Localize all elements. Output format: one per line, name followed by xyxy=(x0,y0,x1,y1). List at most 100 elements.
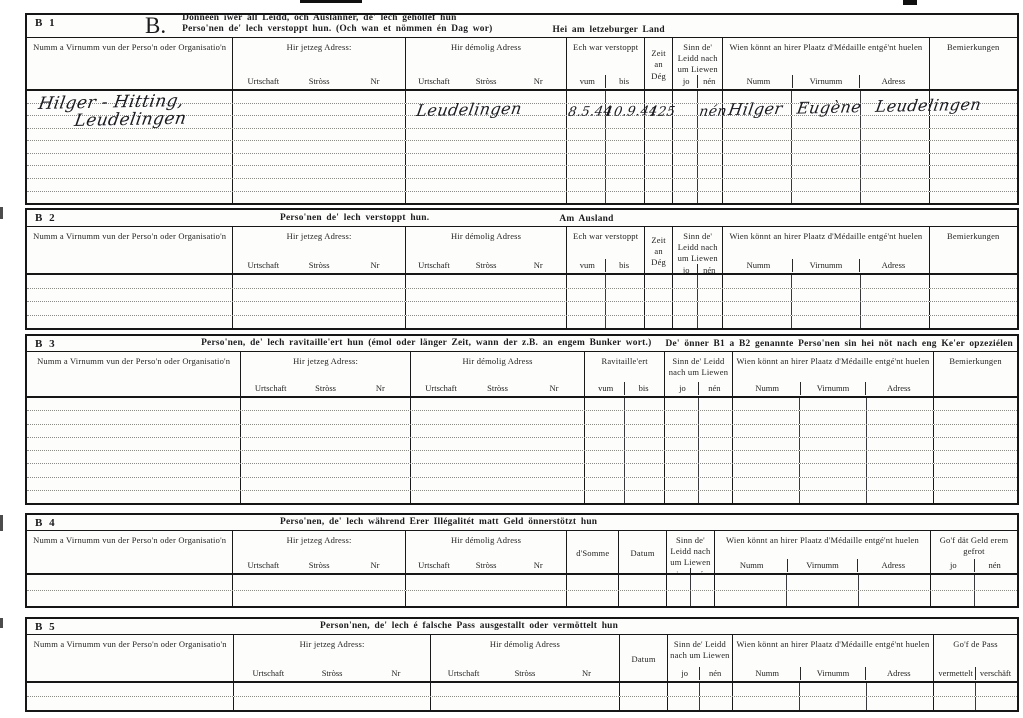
column-header-remarks: Bemierkungen xyxy=(930,227,1017,273)
cell-subdivision xyxy=(733,451,799,463)
cell-subdivision xyxy=(605,191,644,204)
cell-subdivision xyxy=(605,315,644,328)
cell-hidden xyxy=(567,91,646,103)
cell-subdivision xyxy=(697,315,722,328)
column-label-alive: Sinn de' Leidd nach um Liewen xyxy=(677,42,718,75)
cell-medal xyxy=(733,490,935,503)
column-sublabel: Numm xyxy=(755,668,780,679)
cell-subdivision xyxy=(733,491,799,503)
table-row xyxy=(27,411,1017,425)
cell-addr-old xyxy=(406,315,568,328)
cell-subdivision xyxy=(723,104,791,116)
cell-alive xyxy=(673,103,724,116)
column-sublabel: Stròss xyxy=(321,668,343,679)
column-sublabel: jo xyxy=(682,76,690,87)
column-sublabels-pass: vermettelt verschäft xyxy=(936,667,1015,680)
cell-name xyxy=(27,91,234,103)
cell-subdivision xyxy=(866,398,933,411)
column-sublabel: Adress xyxy=(865,382,931,395)
cell-subdivision xyxy=(697,91,722,103)
column-sublabel: verschäft xyxy=(975,667,1015,680)
column-sublabels-ravit: vum bis xyxy=(587,382,662,395)
cell-subdivision xyxy=(973,591,1017,606)
cell-name xyxy=(27,424,242,437)
cell-subdivision xyxy=(605,302,644,315)
cell-medal xyxy=(733,398,935,411)
cell-subdivision xyxy=(733,683,799,696)
column-sublabels-addr-old: Urtschaft Stròss Nr xyxy=(433,667,617,680)
column-label-addr-now: Hir jetzeg Adress: xyxy=(286,535,352,545)
column-sublabel: Urtschaft xyxy=(418,76,450,87)
column-sublabel: bis xyxy=(605,75,642,88)
cell-name xyxy=(27,178,234,191)
cell-subdivision xyxy=(624,437,664,450)
cell-subdivision xyxy=(665,478,698,490)
cell-subdivision xyxy=(931,591,973,606)
cell-subdivision xyxy=(798,451,866,464)
cell-subdivision xyxy=(667,575,690,590)
column-sublabel: vum xyxy=(579,76,595,87)
cell-addr-old xyxy=(406,153,568,166)
column-sublabel: Urtschaft xyxy=(247,560,280,571)
cell-name xyxy=(27,191,234,204)
cell-medal xyxy=(733,424,935,437)
cell-alive xyxy=(665,398,733,411)
column-label-addr-now: Hir jetzeg Adress: xyxy=(299,639,365,649)
cell-subdivision xyxy=(723,316,791,329)
cell-remarks xyxy=(930,116,1017,128)
column-sublabels-hidden: vum bis xyxy=(569,259,642,272)
section-title: Person'nen, de' lech é falsche Pass ausg… xyxy=(320,621,618,632)
cell-medal xyxy=(723,103,930,116)
cell-addr-now xyxy=(234,697,431,710)
section-title-bar: B 4 Perso'nen, de' lech während Erer Illé… xyxy=(27,515,1017,531)
cell-alive xyxy=(673,302,724,315)
column-label-name: Numm a Virnumm vun der Perso'n oder Orga… xyxy=(33,639,227,649)
cell-subdivision xyxy=(859,178,929,191)
table-row xyxy=(27,191,1017,204)
cell-days xyxy=(645,141,674,153)
cell-addr-old xyxy=(411,398,586,411)
cell-medal xyxy=(733,697,935,710)
cell-name xyxy=(27,490,242,503)
cell-addr-old xyxy=(406,116,568,128)
cell-addr-old xyxy=(411,424,586,437)
cell-subdivision xyxy=(975,697,1017,710)
cell-subdivision xyxy=(791,141,860,153)
cell-subdivision xyxy=(697,141,722,153)
cell-alive xyxy=(665,424,733,437)
column-sublabel: Stròss xyxy=(308,76,330,87)
cell-subdivision xyxy=(665,438,698,450)
cell-hidden xyxy=(567,153,646,166)
column-sublabel: Nr xyxy=(533,260,543,271)
cell-subdivision xyxy=(585,464,624,476)
section-id-label: B 4 xyxy=(35,517,57,529)
cell-addr-old xyxy=(431,697,621,710)
table-row xyxy=(27,477,1017,491)
cell-hidden xyxy=(567,178,646,191)
cell-addr-old xyxy=(411,451,586,464)
cell-subdivision xyxy=(697,437,732,450)
cell-subdivision xyxy=(934,683,975,696)
cell-alive xyxy=(665,451,733,464)
cell-alive xyxy=(673,288,724,301)
cell-money-back xyxy=(931,591,1017,606)
column-sublabel: Numm xyxy=(755,383,780,394)
cell-addr-old xyxy=(406,128,568,141)
table-body-b5 xyxy=(27,683,1017,710)
column-sublabels-addr-now: Urtschaft Stròss Nr xyxy=(243,382,407,395)
cell-addr-now xyxy=(241,477,411,490)
column-sublabels-medal: Numm Virnumm Adress xyxy=(735,667,931,680)
cell-subdivision xyxy=(624,490,664,503)
cell-addr-now xyxy=(233,141,406,153)
cell-subdivision xyxy=(667,591,690,606)
column-sublabel: bis xyxy=(624,382,662,395)
cell-addr-old xyxy=(406,591,568,606)
cell-subdivision xyxy=(605,103,644,116)
section-title-suffix: De' önner B1 a B2 genannte Perso'nen sin… xyxy=(665,339,1013,349)
column-sublabel: Urtschaft xyxy=(247,260,280,271)
cell-subdivision xyxy=(585,451,624,463)
cell-subdivision xyxy=(673,275,697,288)
cell-subdivision xyxy=(605,178,644,191)
